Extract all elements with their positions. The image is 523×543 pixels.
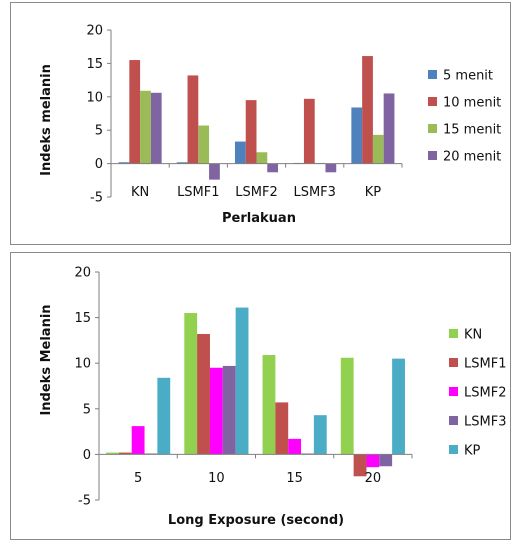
bar-lsmf1-5: [118, 452, 132, 455]
bar-lsmf1-15: [275, 402, 289, 455]
bar-20-menit-kp: [383, 93, 395, 164]
legend-label: KP: [464, 444, 481, 459]
legend-swatch: [428, 97, 437, 106]
bar-15-menit-kn: [140, 90, 151, 164]
x-tick-label: 10: [208, 471, 225, 486]
x-tick-label: LSMF2: [235, 185, 277, 200]
legend-label: LSMF1: [464, 357, 506, 372]
y-tick-label: 20: [74, 266, 91, 281]
legend-swatch: [428, 151, 437, 160]
bar-lsmf2-20: [366, 454, 380, 468]
bar-10-menit-lsmf3: [303, 98, 315, 164]
bar-15-menit-lsmf1: [198, 125, 210, 164]
bar-lsmf2-15: [288, 438, 302, 455]
x-tick-label: LSMF1: [177, 185, 219, 200]
y-tick-label: 5: [83, 402, 91, 417]
legend-swatch: [449, 416, 458, 425]
y-tick-label: 10: [74, 357, 91, 372]
bar-10-menit-lsmf2: [245, 100, 257, 164]
bar-lsmf1-10: [197, 334, 210, 455]
chart-perlakuan: -5 0 5 10 15 20 KN LSMF1 LSMF2 LSMF3 KP 5 menit 10 m…: [10, 2, 511, 245]
bar-lsmf3-10: [222, 365, 236, 455]
bar-10-menit-kp: [362, 56, 373, 164]
legend-label: LSMF2: [464, 386, 506, 401]
legend-label: 5 menit: [443, 69, 493, 84]
y-tick-label: 15: [86, 57, 103, 72]
y-tick-label: -5: [78, 494, 91, 509]
bar-15-menit-lsmf2: [256, 152, 268, 164]
bar-kp-5: [157, 377, 171, 455]
y-axis-title: Indeks Melanin: [39, 304, 54, 415]
y-tick-label: -5: [90, 191, 103, 206]
x-axis-title: Long Exposure (second): [168, 513, 344, 528]
x-tick-label: LSMF3: [293, 185, 335, 200]
chart-frame: [10, 2, 511, 245]
bar-kn-5: [106, 452, 119, 455]
bar-5-menit-kp: [351, 107, 363, 164]
x-tick-label: KP: [365, 185, 382, 200]
y-axis-title: Indeks melanin: [39, 64, 54, 176]
legend-swatch: [449, 445, 458, 454]
x-tick-label: 15: [286, 471, 303, 486]
legend-swatch: [428, 70, 437, 79]
bar-15-menit-kp: [372, 134, 384, 164]
x-tick-label: 20: [365, 471, 382, 486]
legend-label: 20 menit: [443, 150, 501, 165]
bar-kp-10: [235, 307, 249, 455]
bar-lsmf3-20: [379, 454, 393, 467]
bar-5-menit-kn: [118, 162, 130, 164]
bar-5-menit-lsmf2: [234, 141, 246, 164]
bar-lsmf2-10: [209, 367, 223, 455]
y-tick-label: 15: [74, 311, 91, 326]
legend-swatch: [449, 387, 458, 396]
legend-label: 15 menit: [443, 123, 501, 138]
bar-kp-15: [313, 415, 327, 455]
bar-10-menit-lsmf1: [187, 75, 199, 164]
bar-lsmf2-5: [131, 426, 145, 455]
y-tick-label: 10: [86, 90, 103, 105]
bar-kn-10: [184, 313, 198, 455]
bar-5-menit-lsmf1: [176, 162, 188, 164]
legend-label: 10 menit: [443, 96, 501, 111]
bar-kp-20: [392, 358, 405, 455]
bar-20-menit-lsmf1: [209, 163, 220, 180]
chart-long-exposure: -5 0 5 10 15 20 5 10 15 20 KN LSMF1 LSMF2 LSMF3 KP Lon…: [10, 252, 511, 540]
legend-label: LSMF3: [464, 415, 506, 430]
y-tick-label: 20: [86, 24, 103, 39]
bar-20-menit-lsmf3: [325, 163, 337, 173]
legend-label: KN: [464, 328, 482, 343]
legend-swatch: [428, 124, 437, 133]
x-axis-title: Perlakuan: [222, 211, 296, 226]
bar-10-menit-kn: [129, 60, 141, 164]
bar-kn-15: [262, 354, 276, 455]
y-tick-label: 0: [83, 448, 91, 463]
x-tick-label: KN: [131, 185, 149, 200]
bar-kn-20: [340, 357, 354, 455]
bar-20-menit-kn: [150, 92, 162, 164]
legend-swatch: [449, 329, 458, 338]
y-tick-label: 5: [95, 124, 103, 139]
bar-20-menit-lsmf2: [267, 163, 279, 173]
bar-lsmf1-20: [353, 454, 367, 477]
x-tick-label: 5: [134, 471, 142, 486]
y-tick-label: 0: [95, 157, 103, 172]
chart-frame: [10, 252, 511, 540]
legend-swatch: [449, 358, 458, 367]
